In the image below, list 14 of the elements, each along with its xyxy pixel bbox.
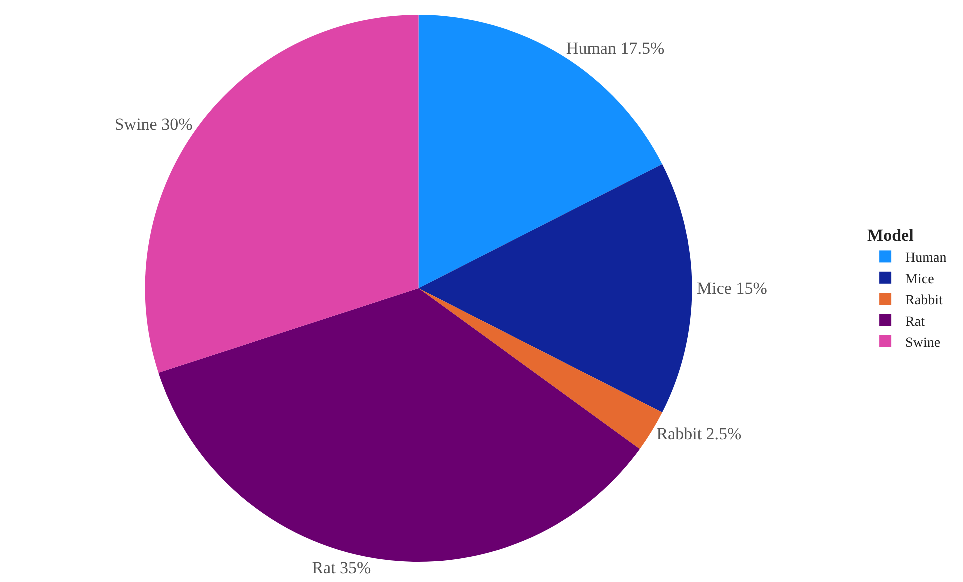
legend-label: Human — [906, 251, 947, 266]
data-label: Human 17.5% — [566, 38, 665, 58]
legend-label: Mice — [906, 272, 934, 288]
data-label: Rabbit 2.5% — [656, 424, 742, 444]
legend-label: Swine — [906, 336, 941, 351]
data-label: Mice 15% — [697, 279, 768, 298]
legend-title: Model — [868, 226, 914, 246]
data-label: Rat 35% — [312, 558, 372, 578]
data-label: Swine 30% — [114, 114, 193, 134]
pie-slice — [418, 164, 692, 413]
legend-label: Rat — [906, 314, 926, 330]
pie-slice — [158, 288, 640, 562]
legend-label: Rabbit — [906, 294, 943, 309]
pie-slice — [418, 15, 662, 288]
